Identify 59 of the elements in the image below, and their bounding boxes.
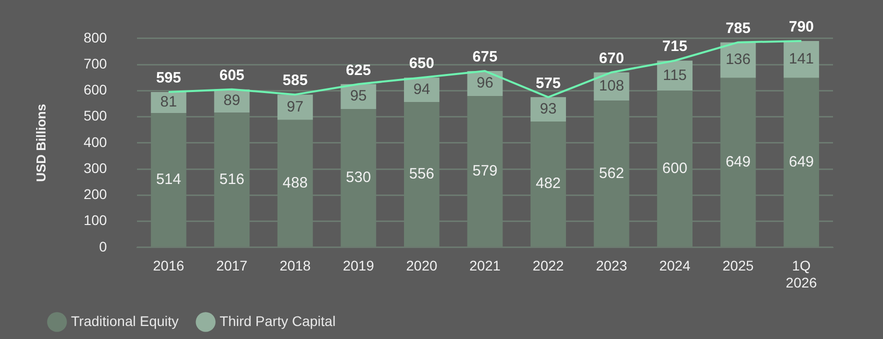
bar [530,97,566,122]
data-label: 595 [156,70,182,87]
x-tick-label: 1Q 2026 [786,258,818,290]
data-label: 605 [219,66,244,84]
data-label: 530 [346,168,371,186]
x-tick-label: 2019 [342,258,374,274]
data-label: 516 [219,170,244,188]
data-label: 675 [472,48,498,66]
data-label: 89 [224,92,240,110]
data-label: 136 [726,51,751,68]
data-label: 575 [536,74,561,92]
data-label: 790 [788,18,814,36]
x-tick-label: 2022 [532,258,564,274]
data-label: 649 [788,153,814,170]
data-label: 81 [160,94,177,111]
data-label: 650 [409,55,434,72]
data-label: 95 [350,88,367,105]
y-tick-label: 800 [84,29,108,46]
data-label: 585 [282,72,308,90]
y-tick-label: 400 [84,134,108,150]
x-tick-label: 2021 [469,258,501,274]
data-label: 108 [599,78,624,95]
bar [784,41,820,78]
data-label: 514 [156,171,182,188]
bar [277,94,313,120]
y-tick-label: 0 [99,238,108,254]
data-label: 670 [599,50,624,68]
legend-label: Third Party Capital [220,312,336,329]
data-label: 96 [476,74,494,92]
data-label: 94 [413,81,430,98]
x-tick-label: 2024 [659,258,691,274]
data-label: 93 [540,100,557,118]
data-label: 579 [472,162,498,180]
x-tick-label: 2017 [216,258,248,274]
data-label: 97 [286,98,304,116]
x-tick-label: 2016 [153,258,184,274]
y-tick-label: 300 [84,160,108,176]
data-label: 600 [662,160,688,177]
x-tick-label: 2020 [406,258,438,274]
data-label: 649 [726,153,751,170]
data-label: 625 [346,62,371,79]
y-tick-label: 100 [84,212,108,228]
data-label: 562 [599,164,624,182]
data-label: 482 [536,175,561,192]
data-label: 715 [662,38,688,56]
data-label: 785 [726,20,751,37]
x-tick-label: 2025 [722,258,754,274]
y-tick-label: 600 [84,82,108,98]
data-label: 488 [282,174,308,192]
data-label: 141 [788,50,814,68]
y-tick-label: 700 [84,55,108,72]
legend-label: Traditional Equity [71,312,179,329]
data-label: 556 [409,166,434,183]
data-label: 115 [662,66,687,84]
x-tick-label: 2018 [280,258,311,274]
x-tick-label: 2023 [596,258,628,274]
y-axis-title: USD Billions [33,104,48,182]
y-tick-label: 500 [84,108,108,124]
y-tick-label: 200 [84,186,108,202]
